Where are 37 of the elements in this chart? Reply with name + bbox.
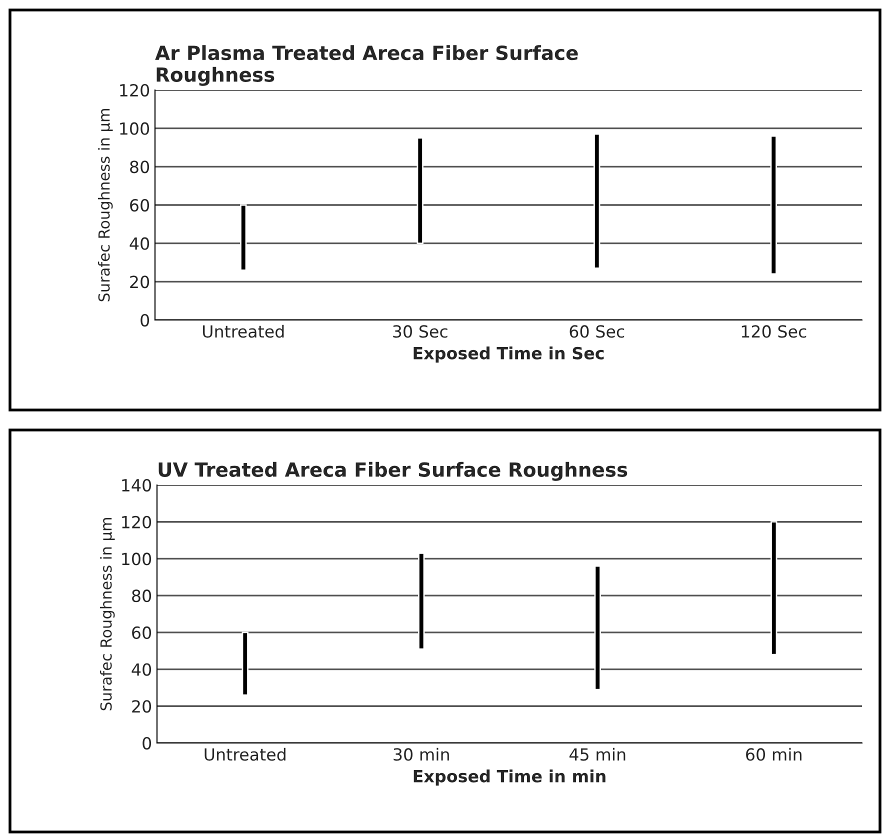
x-tick-label: 120 Sec [742,325,806,338]
x-tick-label: 60 Sec [570,325,624,338]
y-axis-title: Surafec Roughness in µm [98,108,113,302]
x-tick-label: 45 min [569,748,626,761]
bar [240,204,247,271]
bar [594,133,600,269]
y-tick-label: 0 [142,736,152,750]
bar [594,565,601,690]
chart-title: UV Treated Areca Fiber Surface Roughness [158,462,628,481]
bar [242,632,248,696]
bar [770,135,777,275]
y-tick-label: 120 [122,516,152,528]
bar [770,521,778,656]
y-axis-title: Surafec Roughness in µm [100,518,115,710]
y-tick-label: 140 [122,478,152,492]
y-tick-label: 100 [122,552,152,566]
x-axis-title: Exposed Time in Sec [414,346,604,363]
x-tick-label: Untreated [203,324,284,338]
y-tick-label: 40 [130,237,150,250]
y-tick-label: 120 [120,84,150,97]
y-tick-label: 0 [140,314,150,327]
x-tick-label: 30 Sec [393,325,448,338]
x-tick-label: 30 min [394,748,449,761]
bar [416,137,424,244]
y-tick-label: 20 [132,700,152,713]
bar [418,552,425,650]
x-axis-title: Exposed Time in min [414,770,606,786]
y-tick-label: 60 [130,198,150,212]
y-tick-label: 60 [132,626,152,639]
y-tick-label: 80 [130,160,150,174]
y-tick-label: 40 [132,663,152,676]
y-tick-label: 80 [132,590,152,602]
x-tick-label: 60 min [746,748,802,761]
y-tick-label: 20 [130,276,150,288]
chart-title: Ar Plasma Treated Areca Fiber Surface Roughness [155,45,578,86]
y-tick-label: 100 [120,122,150,135]
x-tick-label: Untreated [204,748,286,761]
